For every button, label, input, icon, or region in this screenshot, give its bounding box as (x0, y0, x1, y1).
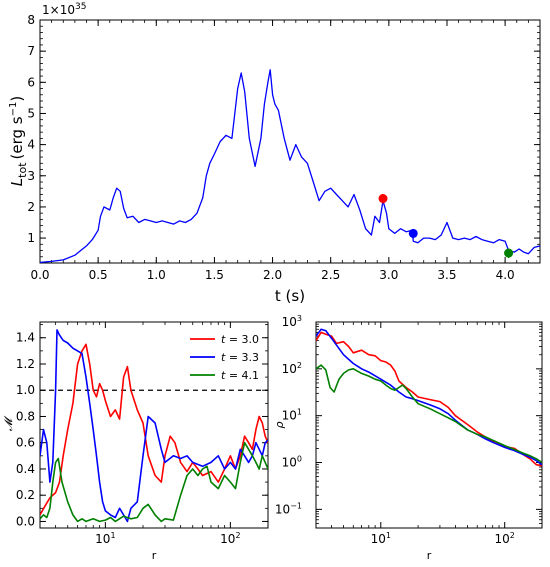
x-tick-label-base: 10 (371, 532, 386, 546)
luminosity-series (40, 69, 540, 263)
y-tick-label-exp: 2 (297, 361, 302, 370)
y-tick-label-base: 10 (282, 409, 297, 423)
x-tick-label: 1.0 (147, 268, 166, 282)
x-tick-label: 4.0 (496, 268, 515, 282)
mach-y-axis-label: 𝓜 (2, 415, 15, 431)
y-tick-label: 1.0 (16, 383, 35, 397)
x-tick-label: 1.5 (205, 268, 224, 282)
y-tick-label: 103 (282, 314, 302, 329)
mach-x-axis-label: r (152, 549, 157, 562)
luminosity-ticks: 0.0 0.5 1.0 1.5 2.0 2.5 3.0 3.5 4.0 1 2 3 4 5 6 7 8 (27, 13, 541, 282)
x-tick-label-exp: 2 (235, 531, 240, 540)
y-tick-label: 4 (27, 138, 35, 152)
mach-series (40, 329, 268, 523)
series-line-0 (316, 331, 542, 467)
marker-point-0 (378, 194, 388, 204)
x-tick-label-base: 10 (220, 532, 235, 546)
legend-label-t41: t = 4.1 (221, 369, 259, 382)
ylabel-units-sup: −1 (8, 102, 19, 117)
offset-exponent: 35 (75, 2, 86, 12)
y-tick-label: 2 (27, 200, 35, 214)
y-tick-label: 0.4 (16, 462, 35, 476)
luminosity-offset-text: 1×1035 (42, 2, 86, 17)
y-tick-label: 5 (27, 106, 35, 120)
x-tick-label: 101 (371, 531, 391, 546)
luminosity-y-axis-label: Ltot (erg s−1) (8, 96, 29, 186)
mach-plot-frame (39, 321, 269, 529)
legend-t41-italic: t (221, 369, 226, 382)
marker-point-2 (504, 248, 514, 258)
y-tick-label: 1.4 (16, 331, 35, 345)
legend-label-t30: t = 3.0 (221, 333, 259, 346)
x-tick-label: 3.5 (437, 268, 456, 282)
y-tick-label: 0.0 (16, 514, 35, 528)
y-tick-label: 1.2 (16, 357, 35, 371)
y-tick-label-exp: 3 (297, 314, 302, 323)
y-tick-label-base: 10 (282, 362, 297, 376)
x-tick-label: 0.5 (89, 268, 108, 282)
x-tick-label: 2.0 (263, 268, 282, 282)
density-plot-frame (315, 321, 543, 529)
marker-point-1 (408, 228, 418, 238)
y-tick-label: 100 (282, 455, 302, 470)
x-tick-label: 102 (220, 531, 240, 546)
legend-t33-italic: t (221, 351, 226, 364)
legend-t33-rest: = 3.3 (225, 351, 259, 364)
ylabel-L: L (8, 178, 26, 186)
series-line-2 (316, 364, 542, 464)
y-tick-label-base: 10 (282, 315, 297, 329)
y-tick-label: 0.8 (16, 409, 35, 423)
ylabel-units-close: ) (8, 96, 26, 102)
y-tick-label-exp: 1 (297, 408, 302, 417)
x-tick-label-exp: 1 (110, 531, 115, 540)
y-tick-label: 6 (27, 75, 35, 89)
y-tick-label-exp: −1 (290, 501, 302, 510)
ylabel-sub: tot (16, 162, 29, 178)
y-tick-label-exp: 0 (297, 455, 302, 464)
y-tick-label: 3 (27, 169, 35, 183)
y-tick-label: 8 (27, 13, 35, 27)
y-tick-label: 0.2 (16, 488, 35, 502)
y-tick-label: 10−1 (275, 501, 302, 516)
luminosity-panel: 1×1035 Ltot(erg s−1) t (s) 0.0 0.5 1.0 1.5 2… (8, 2, 541, 305)
y-tick-label: 1 (27, 231, 35, 245)
luminosity-plot-frame (39, 19, 541, 264)
density-y-axis-label: ρ (273, 421, 286, 428)
luminosity-x-axis-label: t (s) (275, 287, 305, 305)
legend-t30-rest: = 3.0 (225, 333, 259, 346)
series-line-2 (40, 441, 268, 523)
mach-legend: t = 3.0 t = 3.3 t = 4.1 (190, 333, 259, 382)
y-tick-label: 0.6 (16, 436, 35, 450)
x-tick-label: 102 (495, 531, 515, 546)
x-tick-label-exp: 1 (386, 531, 391, 540)
legend-t41-rest: = 4.1 (225, 369, 259, 382)
series-line-1 (40, 329, 268, 523)
offset-base: 1×10 (42, 3, 75, 17)
y-tick-label: 101 (282, 408, 302, 423)
y-tick-label: 102 (282, 361, 302, 376)
legend-label-t33: t = 3.3 (221, 351, 259, 364)
ylabel-units: (erg s (8, 116, 26, 159)
x-tick-label: 101 (95, 531, 115, 546)
x-tick-label: 2.5 (321, 268, 340, 282)
x-tick-label-base: 10 (495, 532, 510, 546)
y-tick-label-base: 10 (275, 502, 290, 516)
density-series (316, 328, 542, 467)
x-tick-label-base: 10 (95, 532, 110, 546)
x-tick-label: 0.0 (30, 268, 49, 282)
legend-t30-italic: t (221, 333, 226, 346)
x-tick-label-exp: 2 (510, 531, 515, 540)
y-tick-label-base: 10 (282, 456, 297, 470)
x-tick-label: 3.0 (379, 268, 398, 282)
y-tick-label: 7 (27, 44, 35, 58)
density-x-axis-label: r (427, 549, 432, 562)
series-line-1 (316, 328, 542, 466)
series-line-0 (40, 69, 540, 263)
